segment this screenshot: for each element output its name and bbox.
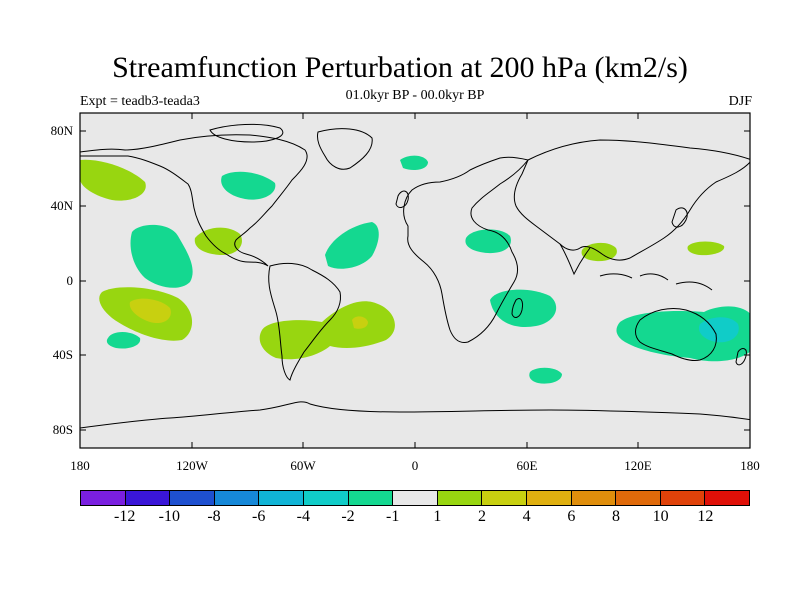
colorbar-label: 8 [612,508,620,525]
colorbar-swatch [705,491,749,505]
season-label: DJF [728,94,752,109]
contour-neg-sepacific [106,332,141,349]
colorbar [80,490,750,506]
axis-ticks [79,113,751,448]
contour-neg-epacific [130,224,193,288]
colorbar-swatch [393,491,438,505]
colorbar-label: -12 [113,508,136,525]
lon-label-120w: 120W [176,458,208,473]
colorbar-swatch [303,491,349,505]
contour-pos-satlantic [259,301,395,360]
colorbar-label: 6 [567,508,576,525]
contour-pos2-satlantic [352,316,368,329]
contour-neg-sindian [529,367,562,384]
lon-label-60w: 60W [290,458,316,473]
lon-label-0: 0 [411,458,419,473]
coast-uk [395,190,409,208]
colorbar-label: -1 [385,508,400,525]
colorbar-swatch [437,491,483,505]
coast-indonesia [599,273,713,291]
coast-europe-africa [403,156,529,343]
lat-label-80n: 80N [50,123,73,138]
colorbar-label: -8 [207,508,221,525]
contour-fields [80,123,750,429]
lat-ticks [80,130,750,431]
contour-neg-arctic [400,155,428,170]
coast-new-zealand [735,348,747,366]
colorbar-label: 2 [478,508,486,525]
coast-north-america [80,134,308,267]
coast-south-america [268,262,341,381]
colorbar-swatch [482,491,527,505]
contour-neg-mideast [465,229,511,254]
contour-neg-canada [221,171,276,200]
lat-label-40n: 40N [50,198,73,213]
contour-pos2-spacific [129,298,171,324]
colorbar-swatch [571,491,617,505]
lon-label-120e: 120E [624,458,652,473]
colorbar-label: -10 [158,508,180,525]
colorbar-swatch [81,491,126,505]
colorbar-swatch [170,491,215,505]
contour-neg-atlantic [325,222,379,269]
lat-label-80s: 80S [52,422,73,437]
experiment-label: Expt = teadb3-teada3 [80,94,200,109]
lon-label-180e: 180 [740,458,760,473]
contour-neg-indian [490,289,557,327]
coast-australia [635,307,717,361]
coast-greenland [317,128,373,170]
lon-ticks [79,113,751,448]
chart-title: Streamfunction Perturbation at 200 hPa (… [112,51,688,84]
lat-label-40s: 40S [52,347,73,362]
chart-subtitle: 01.0kyr BP - 00.0kyr BP [345,88,485,103]
colorbar-swatch [616,491,661,505]
coast-india [559,243,591,276]
colorbar-swatch [526,491,572,505]
coast-madagascar [511,297,523,318]
lat-label-0: 0 [66,273,74,288]
colorbar-swatch [214,491,260,505]
colorbar-label: 10 [652,508,669,525]
lon-label-180w: 180 [70,458,90,473]
contour-pos-npacific [80,159,146,201]
colorbar-label: 4 [522,508,531,525]
coast-arctic-islands [209,123,284,143]
lon-label-60e: 60E [516,458,538,473]
colorbar-swatch [660,491,706,505]
contour-pos-camerica [194,227,242,256]
colorbar-swatch [125,491,171,505]
coast-asia [513,139,750,261]
colorbar-label: 12 [697,508,714,525]
coast-japan [671,207,688,228]
colorbar-swatch [259,491,304,505]
colorbar-swatch [348,491,394,505]
colorbar-label: 1 [433,508,442,525]
coastlines [80,123,750,429]
colorbar-label: -2 [341,508,355,525]
contour-pos-wpacific [687,241,725,256]
colorbar-label: -4 [296,508,310,525]
colorbar-label: -6 [251,508,266,525]
coast-antarctica [80,401,750,429]
